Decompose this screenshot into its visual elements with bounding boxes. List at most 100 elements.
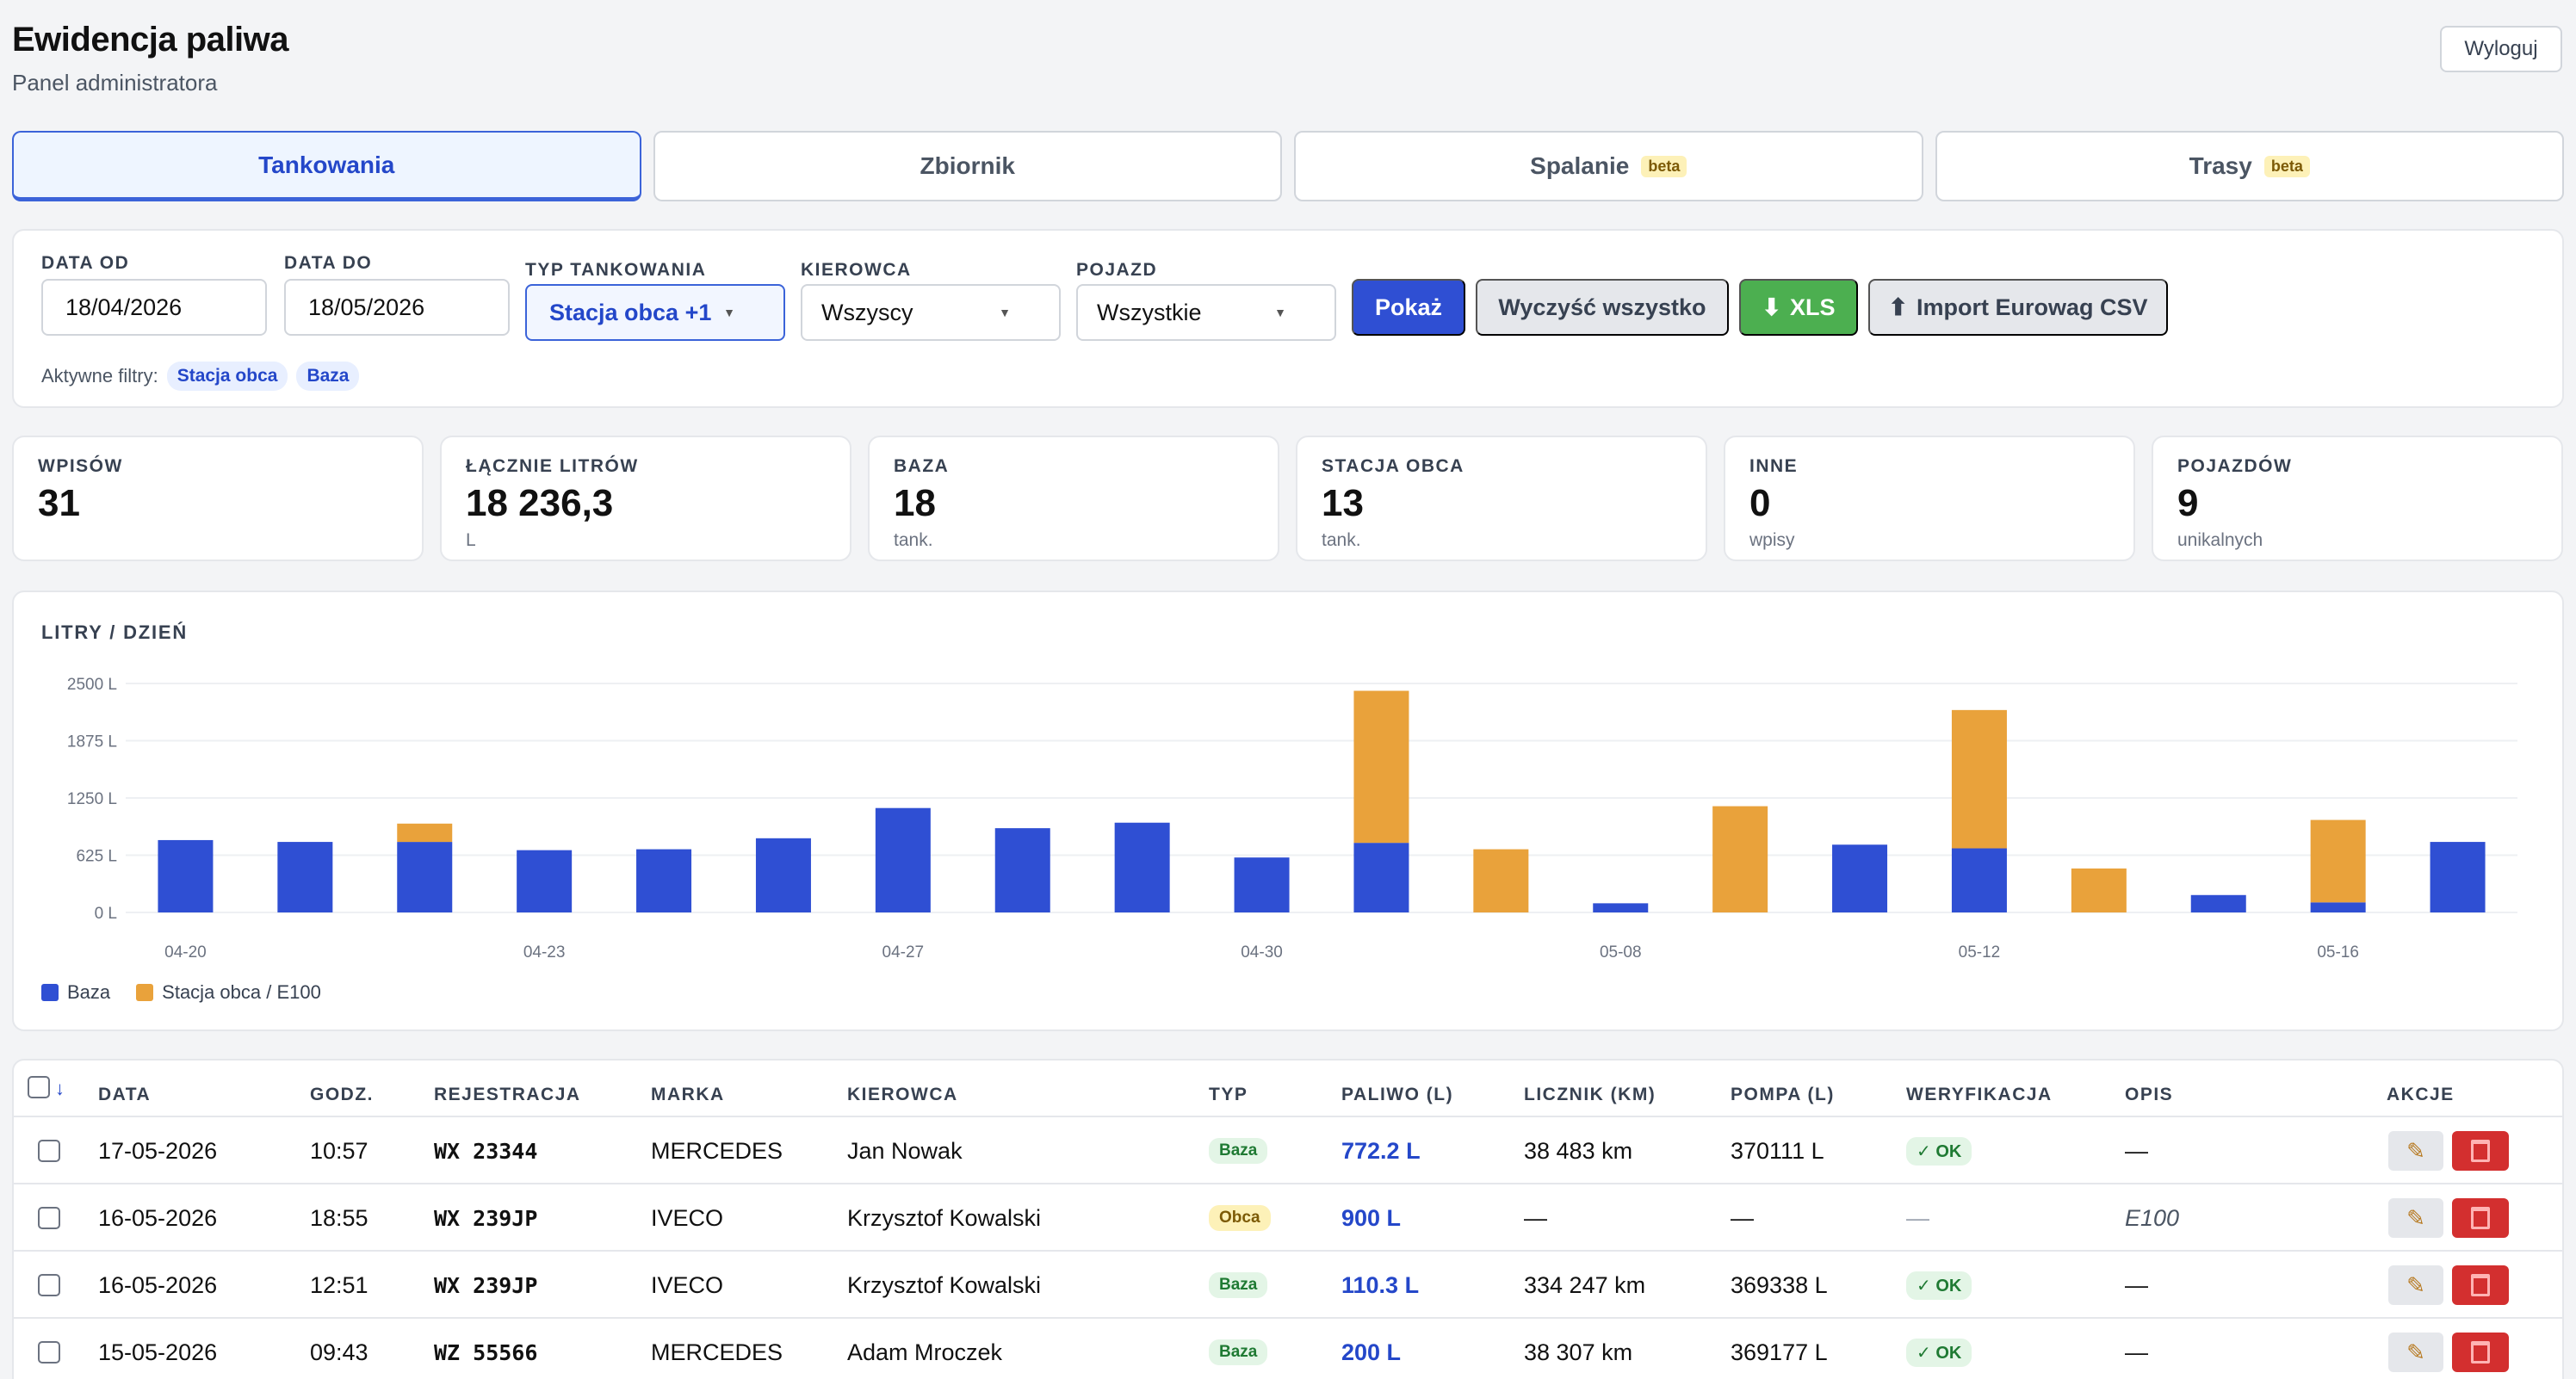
driver-select[interactable]: Wszyscy ▼ [801, 284, 1061, 341]
cell-brand: MERCEDES [651, 1319, 783, 1379]
tab-tankowania[interactable]: Tankowania [12, 131, 641, 201]
vehicle-label: POJAZD [1076, 260, 1158, 280]
row-checkbox[interactable] [38, 1341, 60, 1364]
bar-baza-05-08[interactable] [1593, 903, 1649, 912]
import-eurowag-button[interactable]: ⬆ Import Eurowag CSV [1868, 279, 2168, 336]
stat-label: POJAZDÓW [2177, 456, 2293, 476]
bar-baza-05-16[interactable] [2310, 902, 2366, 912]
bar-baza-04-29[interactable] [1114, 822, 1170, 912]
bar-stacja-obca-05-12[interactable] [1951, 709, 2007, 849]
bar-baza-04-28[interactable] [994, 828, 1050, 912]
bar-stacja-obca-05-09[interactable] [1712, 806, 1768, 912]
page-subtitle: Panel administratora [12, 70, 218, 96]
legend-item-stacja-obca[interactable]: Stacja obca / E100 [136, 981, 321, 1004]
bar-baza-05-17[interactable] [2430, 842, 2486, 912]
bar-baza-04-21[interactable] [277, 842, 333, 912]
row-checkbox[interactable] [38, 1274, 60, 1296]
x-tick-label: 04-20 [164, 943, 207, 962]
reg-value: WX 239JP [434, 1272, 538, 1298]
stat-value: 0 [1749, 482, 1771, 524]
col-header-driver[interactable]: KIEROWCA [847, 1085, 958, 1104]
row-checkbox[interactable] [38, 1207, 60, 1229]
odo-value: 38 483 km [1524, 1137, 1633, 1164]
tab-label: Spalanie [1530, 152, 1630, 179]
bar-stacja-obca-05-05[interactable] [1473, 849, 1529, 912]
col-header-pump[interactable]: POMPA (L) [1731, 1085, 1835, 1104]
download-arrow-icon: ⬇ [1762, 294, 1782, 320]
table-row[interactable]: 16-05-2026 18:55 WX 239JP IVECO Krzysztof Ko… [14, 1184, 2562, 1252]
type-select[interactable]: Stacja obca +1 ▼ [525, 284, 785, 341]
legend-item-baza[interactable]: Baza [41, 981, 110, 1004]
bar-baza-04-30[interactable] [1234, 857, 1290, 912]
tab-spalanie[interactable]: Spalanie beta [1294, 131, 1923, 201]
bar-stacja-obca-05-02[interactable] [1353, 690, 1409, 844]
bar-baza-05-15[interactable] [2190, 894, 2246, 912]
bar-baza-04-27[interactable] [875, 807, 931, 912]
col-header-time[interactable]: GODZ. [310, 1085, 374, 1104]
arrow-down-icon[interactable]: ↓ [55, 1078, 65, 1099]
bar-baza-04-20[interactable] [158, 839, 214, 912]
caret-down-icon: ▼ [999, 306, 1011, 319]
y-tick-label: 625 L [76, 848, 117, 866]
caret-down-icon: ▼ [1274, 306, 1286, 319]
table-row[interactable]: 15-05-2026 09:43 WZ 55566 MERCEDES Adam Mroc… [14, 1319, 2562, 1379]
stat-card-entries: WPISÓW 31 [12, 436, 424, 561]
bar-baza-04-23[interactable] [517, 850, 573, 912]
bar-baza-04-22[interactable] [397, 842, 453, 912]
tab-zbiornik[interactable]: Zbiornik [653, 131, 1282, 201]
stat-card-foreign-station: STACJA OBCA 13 tank. [1296, 436, 1707, 561]
col-header-verify[interactable]: WERYFIKACJA [1906, 1085, 2053, 1104]
bar-stacja-obca-05-16[interactable] [2310, 819, 2366, 903]
pencil-icon[interactable]: ✎ [2388, 1265, 2443, 1305]
col-header-fuel[interactable]: PALIWO (L) [1341, 1085, 1454, 1104]
cell-time: 09:43 [310, 1319, 368, 1379]
pump-value: 369177 L [1731, 1339, 1828, 1365]
pencil-icon[interactable]: ✎ [2388, 1333, 2443, 1372]
cell-verify: ✓ OK [1906, 1319, 1972, 1379]
bar-baza-05-02[interactable] [1353, 843, 1409, 912]
type-value: Baza [1209, 1138, 1268, 1164]
trash-icon[interactable] [2452, 1198, 2509, 1238]
table-row[interactable]: 17-05-2026 10:57 WX 23344 MERCEDES Jan Nowak… [14, 1117, 2562, 1184]
stat-unit: tank. [1322, 530, 1361, 550]
trash-icon[interactable] [2452, 1265, 2509, 1305]
date-from-input[interactable]: 18/04/2026 [41, 279, 267, 336]
bar-stacja-obca-05-13[interactable] [2071, 868, 2127, 912]
tab-trasy[interactable]: Trasy beta [1935, 131, 2564, 201]
filter-chip-baza[interactable]: Baza [296, 362, 360, 391]
filter-chip-stacja-obca[interactable]: Stacja obca [166, 362, 288, 391]
date-from-label: DATA OD [41, 253, 130, 273]
type-select-value: Stacja obca +1 [549, 299, 712, 325]
show-button[interactable]: Pokaż [1352, 279, 1465, 336]
col-header-odometer[interactable]: LICZNIK (KM) [1524, 1085, 1656, 1104]
col-header-brand[interactable]: MARKA [651, 1085, 725, 1104]
trash-icon[interactable] [2452, 1131, 2509, 1171]
date-value: 16-05-2026 [98, 1204, 218, 1231]
col-header-type[interactable]: TYP [1209, 1085, 1248, 1104]
legend-swatch [136, 984, 154, 1001]
date-to-input[interactable]: 18/05/2026 [284, 279, 510, 336]
bar-baza-04-25[interactable] [755, 838, 811, 912]
trash-glyph [2471, 1140, 2490, 1162]
y-tick-label: 2500 L [67, 676, 117, 694]
x-tick-label: 04-30 [1241, 943, 1283, 962]
pencil-icon[interactable]: ✎ [2388, 1131, 2443, 1171]
vehicle-select[interactable]: Wszystkie ▼ [1076, 284, 1336, 341]
cell-brand: MERCEDES [651, 1117, 783, 1184]
clear-all-button[interactable]: Wyczyść wszystko [1476, 279, 1729, 336]
row-checkbox[interactable] [38, 1140, 60, 1162]
bar-baza-04-24[interactable] [636, 849, 692, 912]
trash-icon[interactable] [2452, 1333, 2509, 1372]
bar-baza-05-12[interactable] [1951, 848, 2007, 912]
bar-stacja-obca-04-22[interactable] [397, 823, 453, 843]
col-header-reg[interactable]: REJESTRACJA [434, 1085, 581, 1104]
table-row[interactable]: 16-05-2026 12:51 WX 239JP IVECO Krzysztof Ko… [14, 1252, 2562, 1319]
select-all-checkbox[interactable] [28, 1076, 50, 1098]
logout-button[interactable]: Wyloguj [2440, 26, 2562, 72]
export-xls-button[interactable]: ⬇ XLS [1739, 279, 1858, 336]
col-header-desc[interactable]: OPIS [2125, 1085, 2174, 1104]
pencil-icon[interactable]: ✎ [2388, 1198, 2443, 1238]
pump-value: — [1731, 1204, 1754, 1231]
col-header-date[interactable]: DATA [98, 1085, 152, 1104]
bar-baza-05-11[interactable] [1832, 844, 1888, 912]
